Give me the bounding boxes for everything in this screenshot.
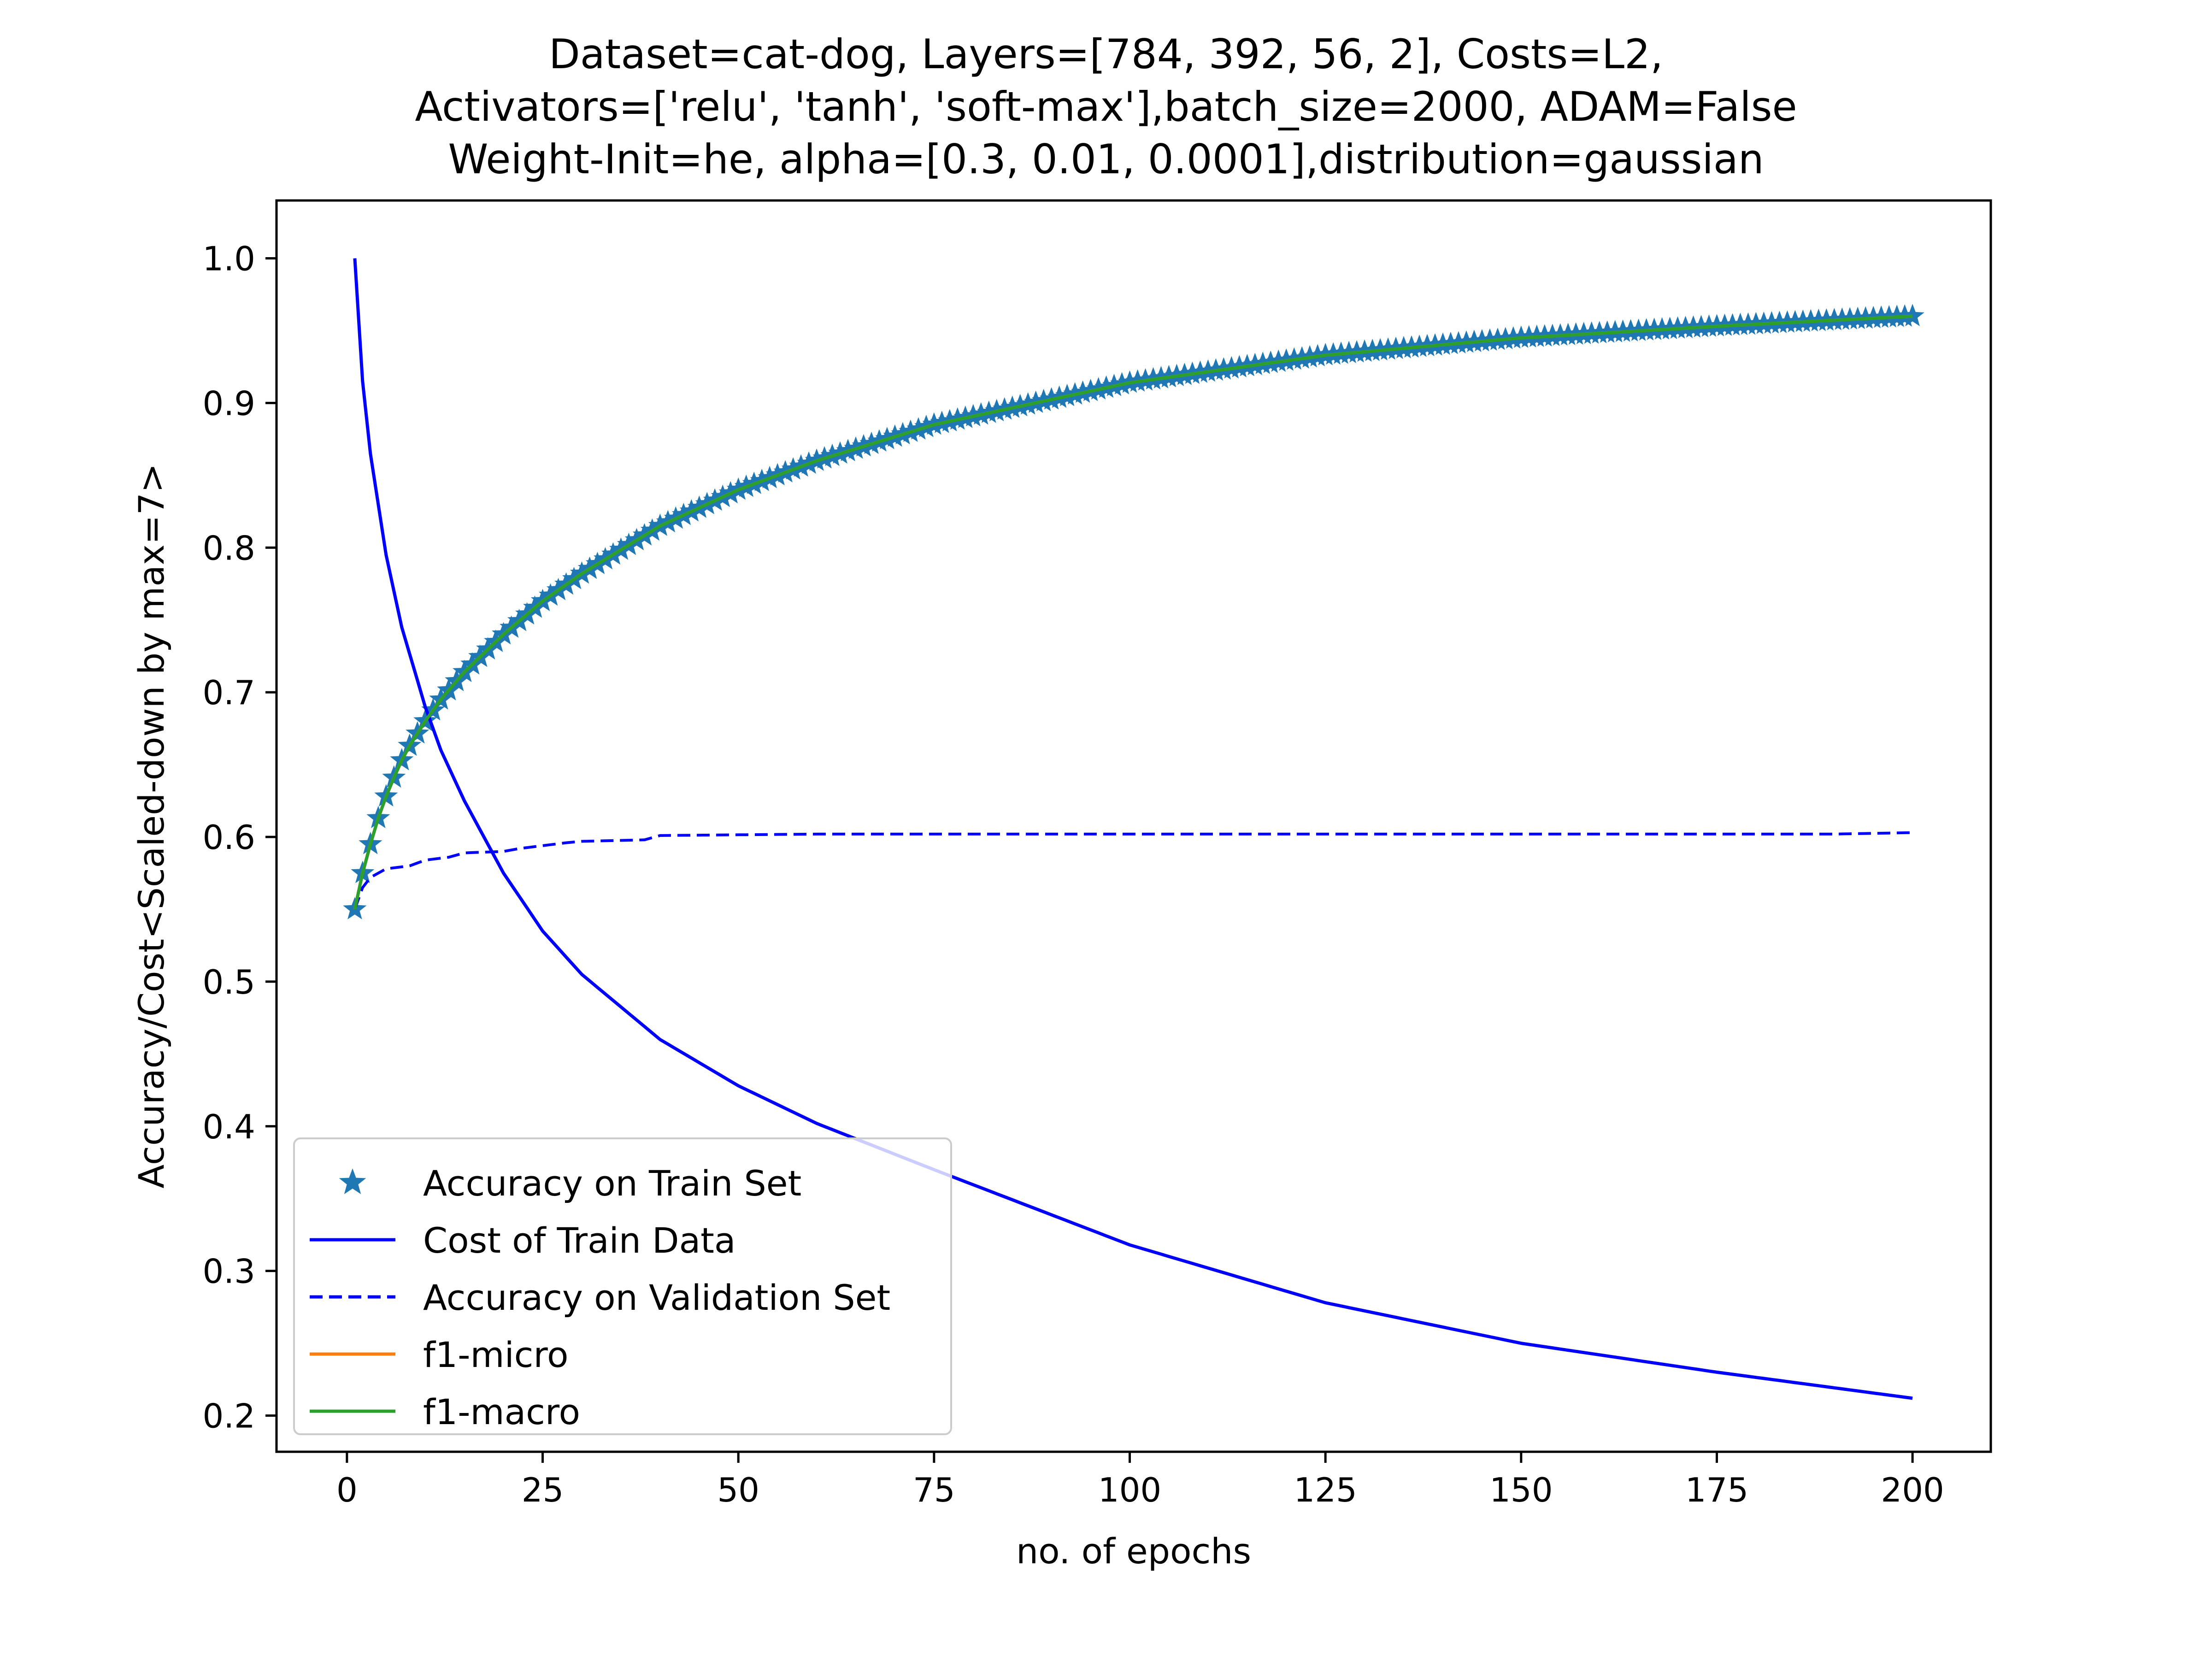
chart-title-line-3: Weight-Init=he, alpha=[0.3, 0.01, 0.0001… <box>448 135 1764 183</box>
legend-label-accuracy-on-validation-set: Accuracy on Validation Set <box>423 1277 890 1318</box>
y-tick-label: 0.7 <box>202 673 255 712</box>
y-tick-label: 0.8 <box>202 529 255 567</box>
y-axis-label: Accuracy/Cost<Scaled-down by max=7> <box>131 463 172 1188</box>
chart-title-line-2: Activators=['relu', 'tanh', 'soft-max'],… <box>415 83 1797 130</box>
x-tick-label: 100 <box>1098 1471 1161 1509</box>
x-tick-label: 200 <box>1881 1471 1944 1509</box>
legend-label-accuracy-on-train-set: Accuracy on Train Set <box>423 1163 801 1204</box>
legend-label-f1-micro: f1-micro <box>423 1334 569 1375</box>
x-axis-label: no. of epochs <box>1016 1531 1251 1572</box>
x-tick-label: 75 <box>913 1471 955 1509</box>
series-f1-micro <box>353 314 1913 910</box>
legend: Accuracy on Train Set Cost of Train Data A… <box>293 1137 952 1435</box>
y-tick-label: 0.3 <box>202 1252 255 1291</box>
x-tick-label: 125 <box>1294 1471 1357 1509</box>
legend-box <box>293 1137 952 1435</box>
y-tick-label: 0.5 <box>202 963 255 1001</box>
series-accuracy-on-validation-set <box>353 831 1913 910</box>
plot-frame <box>275 199 1992 1453</box>
series-layer <box>343 258 1924 1400</box>
x-tick-label: 50 <box>717 1471 759 1509</box>
y-tick-label: 0.4 <box>202 1107 255 1146</box>
x-axis-ticks: 0 25 50 75 100 125 150 175 200 <box>336 1452 1944 1509</box>
y-tick-label: 0.6 <box>202 818 255 857</box>
x-tick-label: 150 <box>1489 1471 1553 1509</box>
y-tick-label: 0.9 <box>202 384 255 423</box>
y-tick-label: 0.2 <box>202 1397 255 1436</box>
legend-label-f1-macro: f1-macro <box>423 1391 580 1432</box>
y-axis-ticks: 0.2 0.3 0.4 0.5 0.6 0.7 0.8 0.9 1.0 <box>202 240 276 1436</box>
legend-label-cost-of-train-data: Cost of Train Data <box>423 1220 736 1261</box>
plot-area <box>343 258 1924 1400</box>
train-accuracy-point <box>1900 304 1924 326</box>
series-cost-of-train-data <box>353 258 1913 1400</box>
x-tick-label: 0 <box>336 1471 358 1509</box>
chart-title: Dataset=cat-dog, Layers=[784, 392, 56, 2… <box>415 30 1797 183</box>
chart-title-line-1: Dataset=cat-dog, Layers=[784, 392, 56, 2… <box>549 30 1663 78</box>
y-tick-label: 1.0 <box>202 240 255 278</box>
x-tick-label: 175 <box>1685 1471 1748 1509</box>
series-accuracy-on-train-set <box>343 304 1924 919</box>
series-f1-macro <box>353 314 1913 910</box>
legend-swatch-accuracy-on-train-set <box>339 1168 366 1195</box>
x-tick-label: 25 <box>522 1471 564 1509</box>
